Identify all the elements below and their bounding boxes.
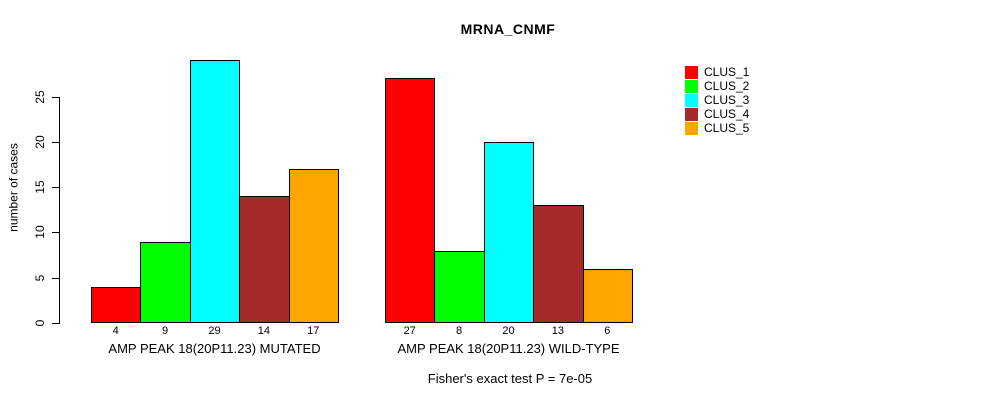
y-axis-title: number of cases — [6, 143, 21, 232]
y-axis-tick-label: 0 — [33, 319, 47, 327]
bar — [91, 286, 142, 323]
y-axis-tick — [52, 96, 59, 98]
legend-swatch — [685, 107, 698, 121]
bar — [582, 268, 633, 323]
bar-value-label: 29 — [208, 325, 221, 337]
y-axis-tick — [52, 232, 59, 234]
y-axis-line — [59, 96, 60, 324]
legend-swatch — [685, 66, 698, 79]
legend-swatch — [685, 121, 698, 135]
y-axis-tick-label: 10 — [33, 225, 47, 240]
bar — [533, 205, 584, 323]
stat-annotation: Fisher's exact test P = 7e-05 — [427, 371, 593, 386]
legend-label: CLUS_2 — [704, 78, 750, 93]
bar-value-label: 8 — [456, 325, 463, 337]
legend-swatch — [685, 93, 698, 107]
y-axis-tick-label: 20 — [33, 135, 47, 149]
y-axis-tick-label: 25 — [33, 89, 47, 104]
bar — [189, 60, 241, 323]
legend-label: CLUS_1 — [704, 65, 750, 79]
y-axis-tick — [52, 187, 59, 189]
bar-value-label: 6 — [604, 325, 611, 337]
bar-value-label: 9 — [162, 325, 169, 337]
legend-swatch — [685, 79, 698, 93]
y-axis-tick-label: 15 — [33, 180, 47, 194]
bar — [385, 78, 436, 323]
y-axis-tick — [52, 141, 59, 143]
group-label: AMP PEAK 18(20P11.23) WILD-TYPE — [397, 341, 620, 356]
bar — [239, 196, 290, 323]
legend-label: CLUS_5 — [704, 120, 750, 135]
bar-value-label: 20 — [502, 325, 515, 337]
bar-value-label: 13 — [551, 325, 564, 337]
bar — [483, 141, 535, 323]
bar-value-label: 17 — [307, 325, 320, 337]
y-axis-tick — [52, 277, 59, 279]
legend-label: CLUS_3 — [704, 92, 750, 107]
group-label: AMP PEAK 18(20P11.23) MUTATED — [108, 341, 321, 356]
chart-title: MRNA_CNMF — [460, 21, 556, 37]
y-axis-tick-label: 5 — [33, 274, 47, 282]
bar-value-label: 14 — [257, 325, 270, 337]
y-axis-tick — [52, 323, 59, 324]
bar-value-label: 27 — [403, 325, 416, 337]
bar-value-label: 4 — [112, 325, 119, 337]
bar — [434, 250, 485, 323]
legend-label: CLUS_4 — [704, 106, 750, 121]
bar — [288, 169, 339, 323]
bar — [140, 241, 191, 323]
